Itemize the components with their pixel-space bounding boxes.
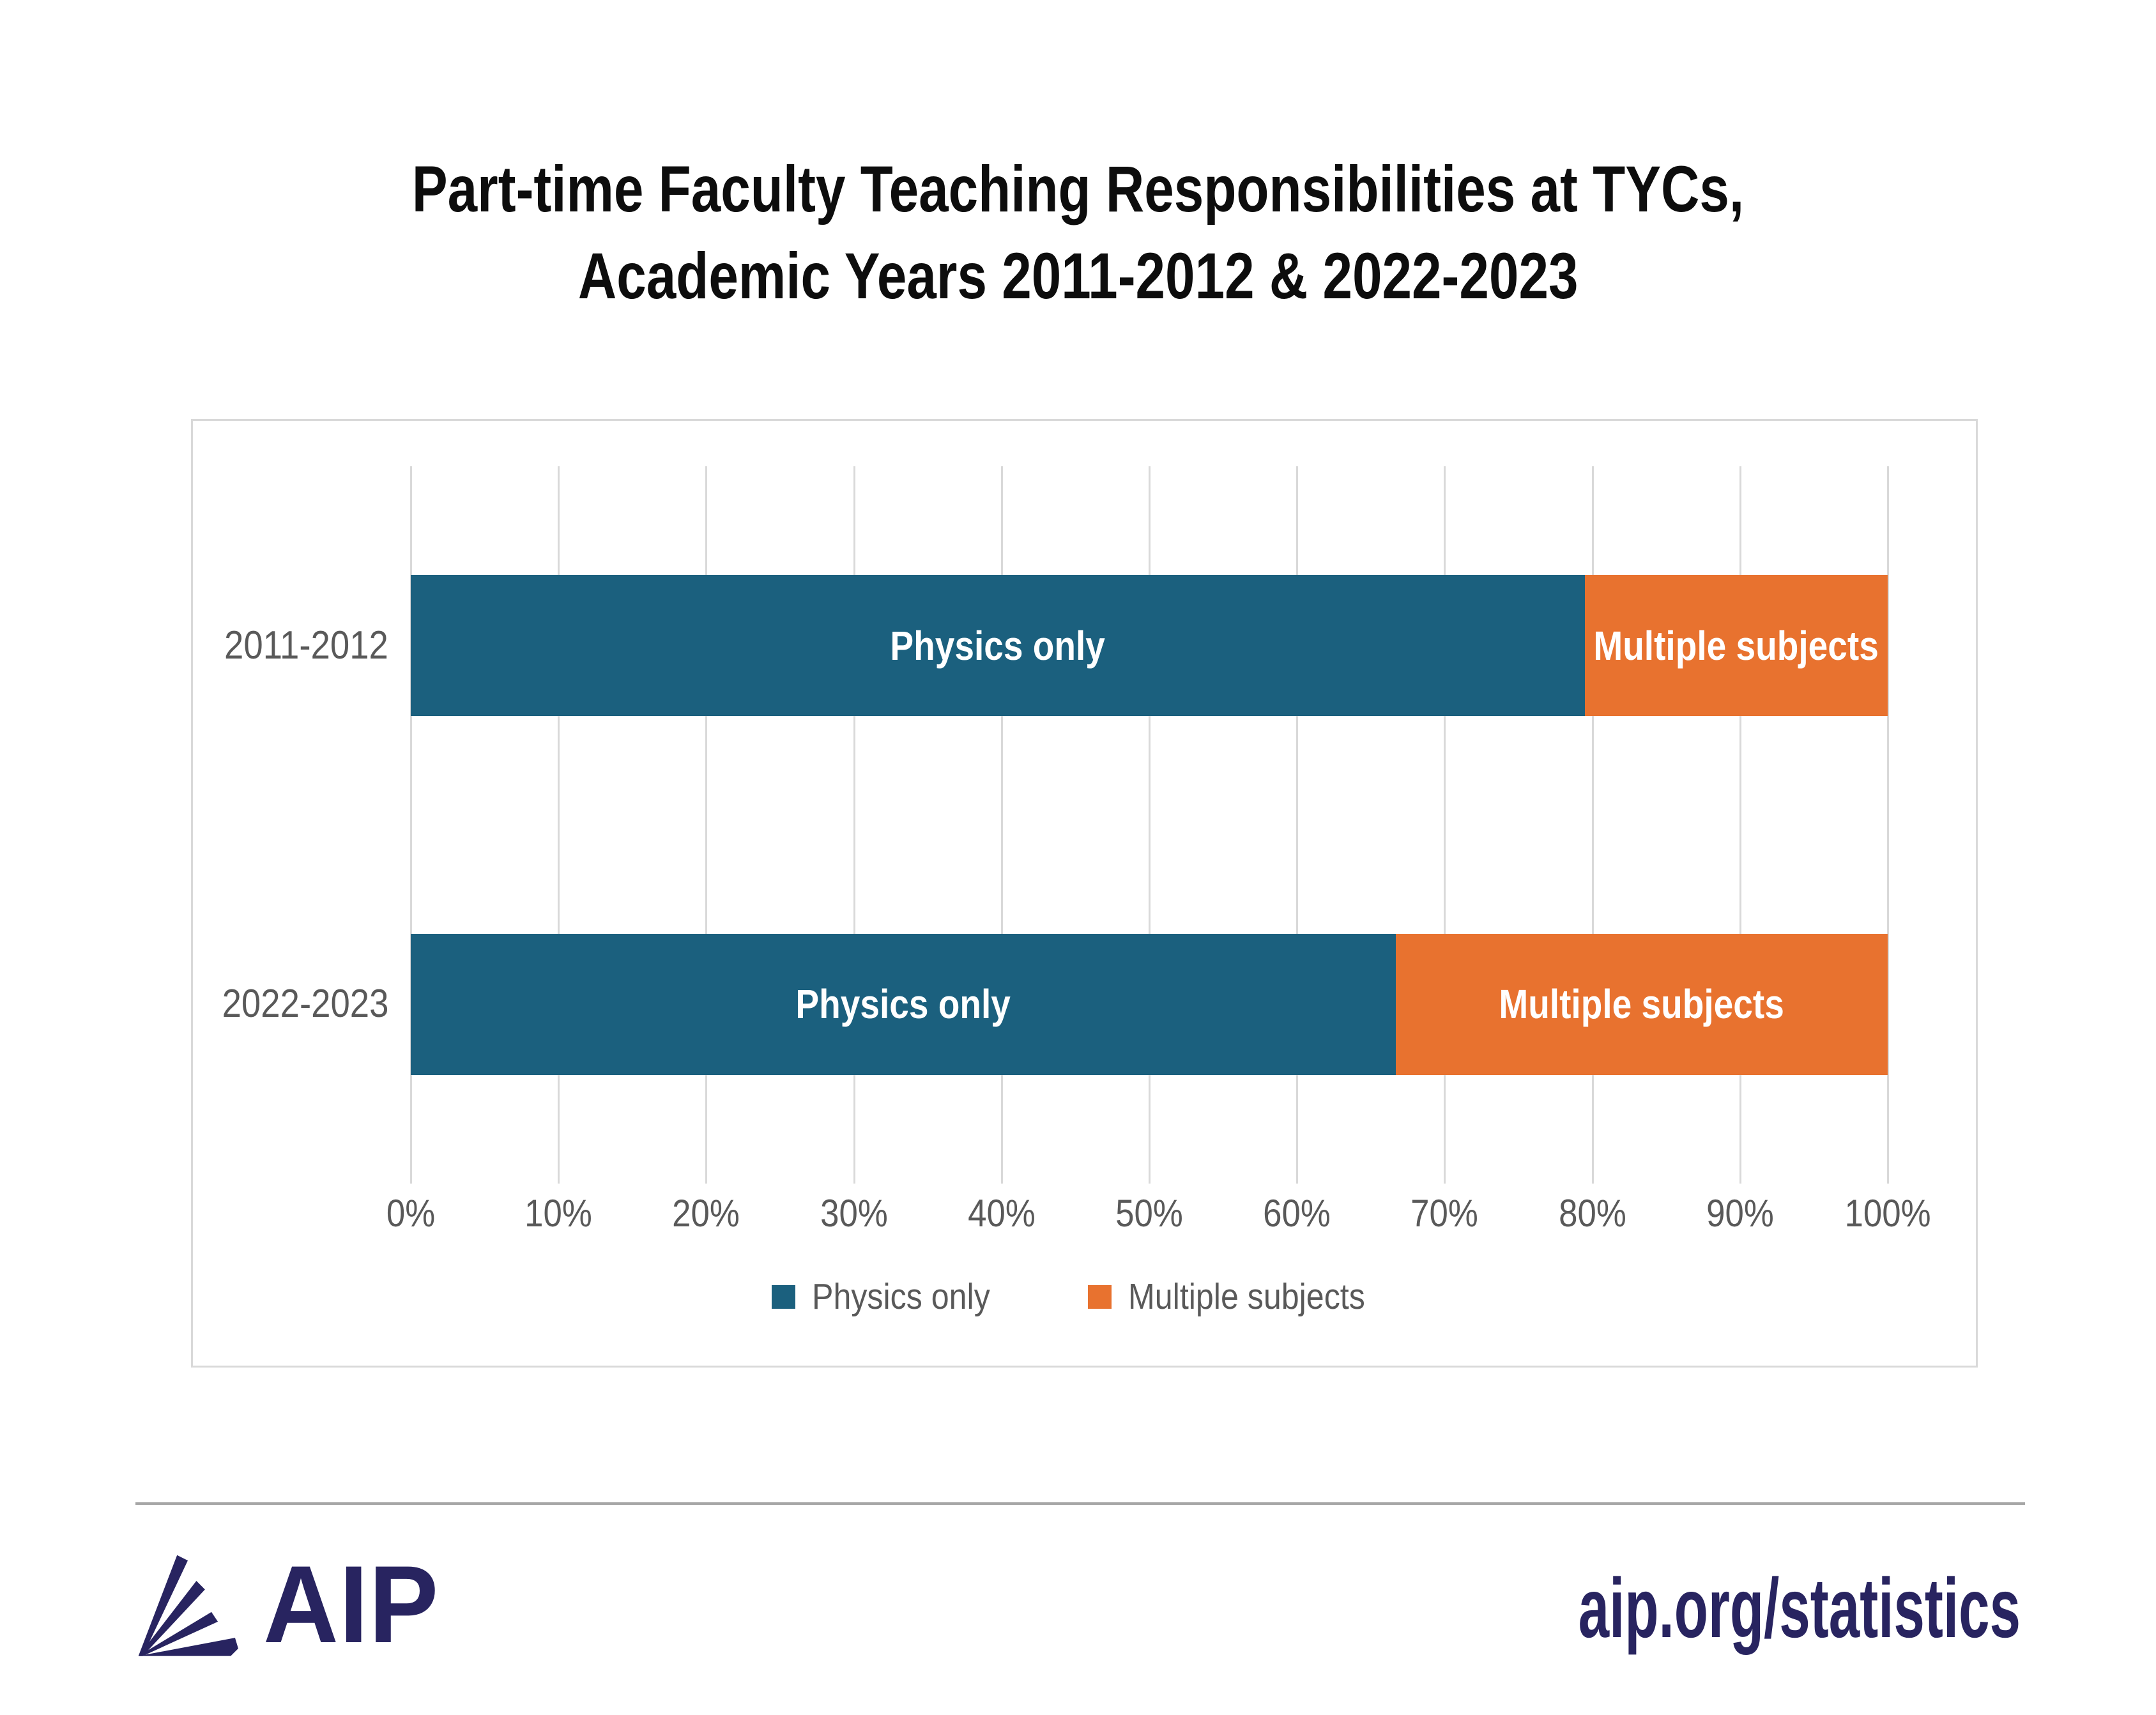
legend-swatch-icon: [1087, 1284, 1112, 1309]
category-label-text: 2022-2023: [222, 982, 388, 1026]
bar-segment-label: Multiple subjects: [1593, 622, 1879, 669]
x-axis-tick-label: 10%: [524, 1192, 593, 1235]
category-label-text: 2011-2012: [224, 623, 388, 667]
x-axis-tick-label: 20%: [672, 1192, 740, 1235]
category-label: 2011-2012: [193, 623, 388, 668]
chart-title-line2-text: Academic Years 2011-2012 & 2022-2023: [577, 240, 1579, 312]
gridline-40%: [1000, 466, 1003, 1184]
x-axis-tick-label: 40%: [967, 1192, 1036, 1235]
category-label: 2022-2023: [193, 982, 388, 1026]
bar-segment: Multiple subjects: [1585, 575, 1888, 717]
gridline-70%: [1444, 466, 1446, 1184]
bar-row-2011-2012: Physics only Multiple subjects: [411, 575, 1888, 717]
plot-area: Physics only Multiple subjects Physics onl…: [410, 466, 1889, 1184]
x-axis-tick-label: 60%: [1263, 1192, 1331, 1235]
bar-segment-label: Physics only: [795, 981, 1011, 1028]
brand-text: AIP: [263, 1543, 440, 1666]
legend-label: Physics only: [811, 1276, 990, 1317]
bar-segment: Physics only: [411, 933, 1396, 1075]
bar-segment: Multiple subjects: [1396, 933, 1888, 1075]
footer-brand: AIP: [134, 1543, 448, 1666]
chart-title-line2: Academic Years 2011-2012 & 2022-2023: [0, 232, 2156, 319]
gridline-100%: [1887, 466, 1889, 1184]
chart-title-line1-text: Part-time Faculty Teaching Responsibilit…: [411, 153, 1745, 225]
gridline-60%: [1296, 466, 1299, 1184]
bar-segment-label: Multiple subjects: [1499, 981, 1785, 1028]
chart-frame: Physics only Multiple subjects Physics onl…: [191, 419, 1978, 1368]
footer-separator: [135, 1502, 2025, 1505]
x-axis-tick-label: 30%: [820, 1192, 888, 1235]
x-axis-tick-label: 80%: [1558, 1192, 1626, 1235]
x-axis-tick-label: 90%: [1706, 1192, 1774, 1235]
gridline-90%: [1739, 466, 1741, 1184]
bar-row-2022-2023: Physics only Multiple subjects: [411, 933, 1888, 1075]
gridline-10%: [558, 466, 560, 1184]
bar-segment-label: Physics only: [890, 622, 1106, 669]
legend-swatch-icon: [771, 1284, 795, 1309]
legend: Physics only Multiple subjects: [193, 1276, 1976, 1318]
gridline-0%: [410, 466, 412, 1184]
legend-item: Multiple subjects: [1087, 1276, 1397, 1318]
gridline-20%: [705, 466, 708, 1184]
footer-url: aip.org/statistics: [1578, 1561, 2021, 1655]
aip-fan-logo-icon: [138, 1555, 238, 1656]
legend-item: Physics only: [771, 1276, 1014, 1318]
legend-label: Multiple subjects: [1128, 1276, 1365, 1317]
x-axis-tick-label: 70%: [1411, 1192, 1479, 1235]
chart-title-line1: Part-time Faculty Teaching Responsibilit…: [0, 146, 2156, 232]
gridline-80%: [1591, 466, 1594, 1184]
x-axis-tick-label: 50%: [1115, 1192, 1183, 1235]
chart-title: Part-time Faculty Teaching Responsibilit…: [0, 146, 2156, 319]
gridline-30%: [853, 466, 855, 1184]
x-axis-tick-label: 0%: [386, 1192, 436, 1235]
gridline-50%: [1149, 466, 1151, 1184]
x-axis-tick-label: 100%: [1844, 1192, 1931, 1235]
bar-segment: Physics only: [411, 575, 1586, 717]
